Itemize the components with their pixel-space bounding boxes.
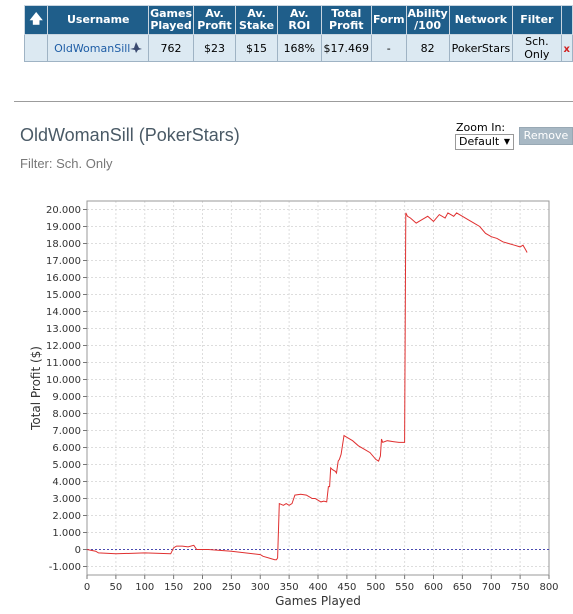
chart-grid — [86, 201, 550, 575]
header-line-1: Av. — [205, 7, 224, 20]
column-header-filter[interactable]: Filter — [512, 5, 562, 35]
player-stats-table: 🡅 Username Games Played Av. Profit Av. Stak… — [23, 5, 573, 62]
y-tick-label: -1.000 — [49, 562, 81, 573]
zoom-select[interactable]: Default ▼ — [455, 134, 514, 150]
table-header-row: 🡅 Username Games Played Av. Profit Av. Stak… — [23, 5, 573, 35]
zoom-label: Zoom In: — [456, 121, 506, 134]
y-tick-label: 5.000 — [52, 460, 81, 471]
x-axis-label: Games Played — [275, 594, 361, 608]
x-tick-label: 650 — [453, 582, 472, 593]
column-header-games-played[interactable]: Games Played — [148, 5, 194, 35]
table-row: OldWomanSill 762 $23 $15 168% $17.469 - … — [23, 34, 573, 62]
y-tick-label: 13.000 — [46, 324, 81, 335]
av-roi-cell: 168% — [277, 34, 322, 62]
x-tick-label: 300 — [251, 582, 270, 593]
chart-ticks: 0 50 100 150 200 250 300 350 400 450 500 550 600 650 7… — [46, 205, 559, 593]
username-cell: OldWomanSill — [47, 34, 150, 62]
header-line-2: Profit — [197, 19, 232, 32]
y-tick-label: 1.000 — [52, 528, 81, 539]
form-cell: - — [371, 34, 407, 62]
y-tick-label: 9.000 — [52, 392, 81, 403]
username-link[interactable]: OldWomanSill — [54, 41, 131, 55]
delete-icon[interactable]: x — [563, 43, 570, 55]
column-header-username[interactable]: Username — [47, 5, 150, 35]
av-stake-cell: $15 — [234, 34, 279, 62]
y-tick-label: 18.000 — [46, 239, 81, 250]
profit-chart: 0 50 100 150 200 250 300 350 400 450 500 550 600 650 7… — [29, 200, 559, 608]
column-header-ability[interactable]: Ability/100 — [405, 5, 450, 35]
av-profit-cell: $23 — [193, 34, 236, 62]
y-tick-label: 7.000 — [52, 426, 81, 437]
y-tick-label: 16.000 — [46, 273, 81, 284]
toolbar-icons-strip — [517, 0, 571, 4]
y-tick-label: 11.000 — [46, 358, 81, 369]
total-profit-cell: $17.469 — [320, 34, 373, 62]
chevron-down-icon: ▼ — [503, 137, 510, 146]
y-tick-label: 4.000 — [52, 477, 81, 488]
y-tick-label: 15.000 — [46, 290, 81, 301]
header-line-1: Total — [331, 7, 362, 20]
header-line-2: Profit — [329, 19, 364, 32]
y-tick-label: 8.000 — [52, 409, 81, 420]
filter-cell: Sch. Only — [512, 34, 562, 62]
x-tick-label: 350 — [280, 582, 299, 593]
sort-column-header[interactable]: 🡅 — [23, 5, 49, 35]
column-header-av-roi[interactable]: Av. ROI — [277, 5, 322, 35]
x-tick-label: 500 — [366, 582, 385, 593]
x-tick-label: 600 — [424, 582, 443, 593]
page-title: OldWomanSill (PokerStars) — [20, 125, 240, 145]
ability-cell: 82 — [405, 34, 450, 62]
x-tick-label: 50 — [110, 582, 123, 593]
row-spacer-cell — [23, 34, 49, 62]
y-axis-label: Total Profit ($) — [29, 346, 43, 431]
profit-series-line — [86, 212, 528, 561]
y-tick-label: 20.000 — [46, 205, 81, 216]
header-line-1: Ability — [407, 7, 448, 20]
header-line-1: Av. — [247, 7, 266, 20]
header-line-2: /100 — [414, 19, 442, 32]
remove-button[interactable]: Remove — [519, 127, 573, 145]
column-header-av-stake[interactable]: Av. Stake — [234, 5, 279, 35]
network-cell: PokerStars — [448, 34, 514, 62]
games-played-cell: 762 — [148, 34, 194, 62]
y-tick-label: 2.000 — [52, 511, 81, 522]
y-tick-label: 0 — [75, 545, 81, 556]
x-tick-label: 800 — [539, 582, 558, 593]
delete-cell: x — [560, 34, 573, 62]
x-tick-label: 450 — [337, 582, 356, 593]
y-tick-label: 19.000 — [46, 222, 81, 233]
header-line-2: Played — [150, 19, 192, 32]
y-tick-label: 17.000 — [46, 256, 81, 267]
y-tick-label: 10.000 — [46, 375, 81, 386]
header-line-2: Stake — [238, 19, 275, 32]
column-header-form[interactable]: Form — [371, 5, 407, 35]
y-tick-label: 12.000 — [46, 341, 81, 352]
x-tick-label: 150 — [164, 582, 183, 593]
x-tick-label: 0 — [84, 582, 90, 593]
column-header-actions — [560, 5, 573, 35]
y-tick-label: 6.000 — [52, 443, 81, 454]
up-arrow-icon[interactable]: 🡅 — [29, 12, 43, 27]
header-line-1: Games — [150, 7, 192, 20]
x-tick-label: 250 — [222, 582, 241, 593]
zoom-select-value: Default — [459, 135, 500, 148]
y-tick-label: 3.000 — [52, 494, 81, 505]
x-tick-label: 550 — [395, 582, 414, 593]
x-tick-label: 200 — [193, 582, 212, 593]
column-header-network[interactable]: Network — [448, 5, 514, 35]
network-logo-icon — [130, 41, 143, 53]
column-header-av-profit[interactable]: Av. Profit — [193, 5, 236, 35]
y-tick-label: 14.000 — [46, 307, 81, 318]
section-divider — [14, 101, 573, 102]
filter-text: Filter: Sch. Only — [20, 156, 113, 171]
x-tick-label: 700 — [482, 582, 501, 593]
column-header-total-profit[interactable]: Total Profit — [320, 5, 373, 35]
x-tick-label: 100 — [135, 582, 154, 593]
x-tick-label: 750 — [511, 582, 530, 593]
x-tick-label: 400 — [308, 582, 327, 593]
